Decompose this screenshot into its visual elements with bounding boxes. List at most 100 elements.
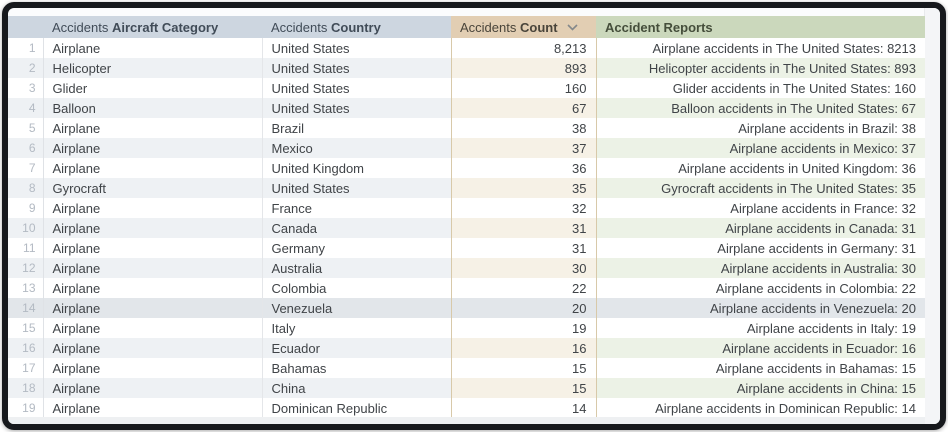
aircraft-category-cell: Gyrocraft <box>43 178 263 198</box>
count-cell: 15 <box>450 358 597 378</box>
aircraft-category-cell: Airplane <box>43 258 263 278</box>
row-number-cell: 2 <box>8 58 44 78</box>
aircraft-category-cell: Airplane <box>43 398 263 418</box>
report-cell: Airplane accidents in Germany: 31 <box>596 238 925 258</box>
row-number-cell: 17 <box>8 358 44 378</box>
row-number-cell: 7 <box>8 158 44 178</box>
country-cell: France <box>262 198 451 218</box>
country-cell: United States <box>262 78 451 98</box>
header-row-number <box>8 16 43 38</box>
aircraft-category-cell: Airplane <box>43 218 263 238</box>
country-cell: Colombia <box>262 278 451 298</box>
count-cell: 36 <box>450 158 597 178</box>
chevron-down-icon <box>567 23 578 31</box>
aircraft-category-cell: Airplane <box>43 338 263 358</box>
report-cell: Airplane accidents in Colombia: 22 <box>596 278 925 298</box>
row-number-cell: 5 <box>8 118 44 138</box>
table-row[interactable]: 6 Airplane Mexico 37 Airplane accidents in M… <box>8 138 925 158</box>
count-cell: 19 <box>450 318 597 338</box>
report-cell: Airplane accidents in Brazil: 38 <box>596 118 925 138</box>
table-row[interactable]: 18 Airplane China 15 Airplane accidents in C… <box>8 378 925 398</box>
table-row[interactable]: 10 Airplane Canada 31 Airplane accidents in … <box>8 218 925 238</box>
report-cell: Airplane accidents in China: 15 <box>596 378 925 398</box>
table-row[interactable]: 19 Airplane Dominican Republic 14 Airplane a… <box>8 398 925 418</box>
report-cell: Airplane accidents in United Kingdom: 36 <box>596 158 925 178</box>
table-row[interactable]: 17 Airplane Bahamas 15 Airplane accidents in… <box>8 358 925 378</box>
row-number-cell: 16 <box>8 338 44 358</box>
header-accident-reports[interactable]: Accident Reports <box>596 16 925 38</box>
table-row[interactable]: 2 Helicopter United States 893 Helicopter ac… <box>8 58 925 78</box>
country-cell: United Kingdom <box>262 158 451 178</box>
country-cell: Canada <box>262 218 451 238</box>
count-cell: 14 <box>450 398 597 418</box>
country-cell: Brazil <box>262 118 451 138</box>
table-body: 1 Airplane United States 8,213 Airplane acci… <box>8 38 925 418</box>
table-row[interactable]: 4 Balloon United States 67 Balloon accidents… <box>8 98 925 118</box>
report-cell: Airplane accidents in Dominican Republic… <box>596 398 925 418</box>
count-cell: 31 <box>450 218 597 238</box>
row-number-cell: 12 <box>8 258 44 278</box>
accidents-table: Accidents Aircraft Category Accidents Co… <box>8 16 925 418</box>
row-number-cell: 9 <box>8 198 44 218</box>
row-number-cell: 3 <box>8 78 44 98</box>
header-label: Aircraft Category <box>112 19 219 35</box>
country-cell: United States <box>262 38 451 58</box>
table-row[interactable]: 8 Gyrocraft United States 35 Gyrocraft accid… <box>8 178 925 198</box>
count-cell: 38 <box>450 118 597 138</box>
report-cell: Airplane accidents in The United States:… <box>596 38 925 58</box>
count-cell: 37 <box>450 138 597 158</box>
report-cell: Airplane accidents in Italy: 19 <box>596 318 925 338</box>
aircraft-category-cell: Airplane <box>43 158 263 178</box>
header-aircraft-category[interactable]: Accidents Aircraft Category <box>43 16 262 38</box>
table-row[interactable]: 15 Airplane Italy 19 Airplane accidents in I… <box>8 318 925 338</box>
aircraft-category-cell: Airplane <box>43 378 263 398</box>
row-number-cell: 11 <box>8 238 44 258</box>
count-cell: 30 <box>450 258 597 278</box>
row-number-cell: 14 <box>8 298 44 318</box>
country-cell: Italy <box>262 318 451 338</box>
table-row[interactable]: 13 Airplane Colombia 22 Airplane accidents i… <box>8 278 925 298</box>
header-prefix: Accidents <box>52 19 109 35</box>
header-country[interactable]: Accidents Country <box>262 16 451 38</box>
country-cell: Australia <box>262 258 451 278</box>
bottom-scroll-area <box>8 417 925 424</box>
header-label: Count <box>520 19 558 35</box>
table-row[interactable]: 1 Airplane United States 8,213 Airplane acci… <box>8 38 925 58</box>
table-row[interactable]: 9 Airplane France 32 Airplane accidents in F… <box>8 198 925 218</box>
table-row[interactable]: 3 Glider United States 160 Glider accidents … <box>8 78 925 98</box>
header-prefix: Accidents <box>460 19 517 35</box>
table-row[interactable]: 16 Airplane Ecuador 16 Airplane accidents in… <box>8 338 925 358</box>
aircraft-category-cell: Airplane <box>43 358 263 378</box>
count-cell: 22 <box>450 278 597 298</box>
row-number-cell: 13 <box>8 278 44 298</box>
vertical-scrollbar[interactable] <box>924 8 940 424</box>
table-row[interactable]: 5 Airplane Brazil 38 Airplane accidents in B… <box>8 118 925 138</box>
header-prefix: Accidents <box>271 19 328 35</box>
country-cell: Bahamas <box>262 358 451 378</box>
row-number-cell: 19 <box>8 398 44 418</box>
report-cell: Airplane accidents in Mexico: 37 <box>596 138 925 158</box>
aircraft-category-cell: Airplane <box>43 138 263 158</box>
report-cell: Balloon accidents in The United States: … <box>596 98 925 118</box>
aircraft-category-cell: Airplane <box>43 198 263 218</box>
row-number-cell: 1 <box>8 38 44 58</box>
report-cell: Airplane accidents in Venezuela: 20 <box>596 298 925 318</box>
row-number-cell: 4 <box>8 98 44 118</box>
country-cell: Dominican Republic <box>262 398 451 418</box>
table-row[interactable]: 7 Airplane United Kingdom 36 Airplane accide… <box>8 158 925 178</box>
table-row[interactable]: 14 Airplane Venezuela 20 Airplane accidents … <box>8 298 925 318</box>
count-cell: 8,213 <box>450 38 597 58</box>
table-row[interactable]: 11 Airplane Germany 31 Airplane accidents in… <box>8 238 925 258</box>
count-cell: 15 <box>450 378 597 398</box>
row-number-cell: 18 <box>8 378 44 398</box>
aircraft-category-cell: Airplane <box>43 38 263 58</box>
country-cell: Venezuela <box>262 298 451 318</box>
report-cell: Gyrocraft accidents in The United States… <box>596 178 925 198</box>
report-cell: Airplane accidents in Canada: 31 <box>596 218 925 238</box>
header-count-sorted[interactable]: Accidents Count <box>451 16 596 38</box>
report-cell: Airplane accidents in France: 32 <box>596 198 925 218</box>
report-cell: Airplane accidents in Ecuador: 16 <box>596 338 925 358</box>
table-row[interactable]: 12 Airplane Australia 30 Airplane accidents … <box>8 258 925 278</box>
country-cell: United States <box>262 58 451 78</box>
